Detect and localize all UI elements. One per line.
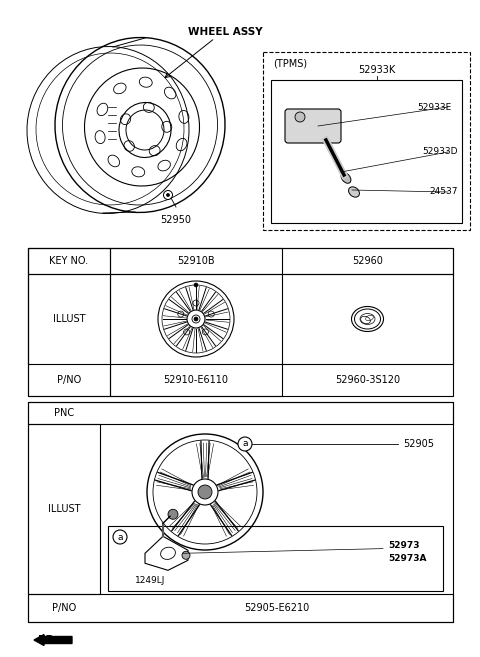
Text: a: a — [117, 533, 123, 541]
Circle shape — [168, 509, 178, 519]
Text: 1249LJ: 1249LJ — [135, 576, 165, 585]
Text: P/NO: P/NO — [57, 375, 81, 385]
Text: WHEEL ASSY: WHEEL ASSY — [188, 27, 262, 37]
Circle shape — [194, 317, 198, 321]
Text: ILLUST: ILLUST — [53, 314, 85, 324]
Circle shape — [113, 530, 127, 544]
Bar — [28, 248, 453, 396]
Ellipse shape — [341, 173, 351, 183]
Circle shape — [295, 112, 305, 122]
Bar — [28, 274, 453, 364]
Text: 52905-E6210: 52905-E6210 — [244, 603, 309, 613]
Text: 24537: 24537 — [430, 187, 458, 196]
Bar — [28, 402, 453, 622]
Circle shape — [158, 281, 234, 357]
Text: 52905: 52905 — [403, 439, 434, 449]
Bar — [271, 80, 462, 223]
Bar — [108, 526, 443, 591]
Circle shape — [167, 194, 169, 196]
FancyBboxPatch shape — [285, 109, 341, 143]
Circle shape — [147, 434, 263, 550]
Bar — [28, 402, 453, 424]
Bar — [263, 52, 470, 230]
Text: 52933D: 52933D — [422, 148, 458, 156]
Text: 52973: 52973 — [388, 541, 420, 550]
Text: 52910-E6110: 52910-E6110 — [164, 375, 228, 385]
FancyArrow shape — [34, 635, 72, 645]
Text: KEY NO.: KEY NO. — [49, 256, 89, 266]
Text: PNC: PNC — [54, 408, 74, 418]
Text: 52933E: 52933E — [418, 102, 452, 112]
Ellipse shape — [348, 187, 360, 197]
Text: (TPMS): (TPMS) — [273, 58, 307, 68]
Bar — [28, 424, 100, 594]
Text: FR.: FR. — [38, 635, 59, 645]
Bar — [28, 248, 110, 396]
Text: a: a — [242, 440, 248, 449]
Circle shape — [182, 551, 190, 559]
Text: 52910B: 52910B — [177, 256, 215, 266]
Circle shape — [198, 485, 212, 499]
Text: P/NO: P/NO — [52, 603, 76, 613]
Text: 52960-3S120: 52960-3S120 — [335, 375, 400, 385]
Text: 52960: 52960 — [352, 256, 383, 266]
Text: ILLUST: ILLUST — [48, 504, 80, 514]
Text: 52950: 52950 — [160, 215, 192, 225]
Bar — [28, 248, 453, 274]
Text: 52933K: 52933K — [358, 65, 395, 75]
Circle shape — [194, 283, 198, 287]
Bar — [110, 248, 282, 396]
Bar — [28, 594, 453, 622]
Circle shape — [164, 191, 172, 200]
Text: 52973A: 52973A — [388, 554, 427, 563]
Circle shape — [238, 437, 252, 451]
